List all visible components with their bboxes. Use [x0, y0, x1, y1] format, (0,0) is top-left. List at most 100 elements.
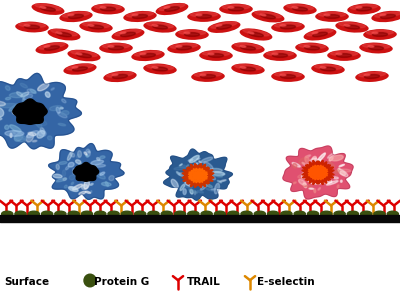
Ellipse shape [359, 43, 393, 53]
Ellipse shape [190, 12, 218, 17]
Ellipse shape [339, 22, 365, 28]
Ellipse shape [197, 158, 200, 160]
Ellipse shape [281, 211, 292, 217]
Ellipse shape [271, 22, 305, 32]
Ellipse shape [272, 54, 288, 57]
Ellipse shape [220, 180, 226, 182]
Ellipse shape [69, 186, 77, 189]
Ellipse shape [293, 182, 296, 184]
Ellipse shape [59, 161, 67, 164]
Ellipse shape [68, 14, 74, 16]
Ellipse shape [351, 5, 377, 10]
Ellipse shape [208, 21, 240, 33]
Ellipse shape [199, 161, 202, 163]
Ellipse shape [317, 167, 320, 169]
Ellipse shape [368, 46, 374, 47]
Ellipse shape [80, 167, 83, 170]
Ellipse shape [194, 163, 198, 166]
Ellipse shape [337, 185, 339, 188]
Ellipse shape [292, 7, 298, 8]
Ellipse shape [302, 172, 307, 178]
Ellipse shape [334, 170, 340, 173]
Polygon shape [188, 168, 208, 183]
Ellipse shape [280, 75, 296, 78]
Ellipse shape [188, 159, 193, 161]
Ellipse shape [361, 211, 372, 217]
Ellipse shape [78, 151, 82, 158]
Ellipse shape [204, 162, 213, 170]
Ellipse shape [338, 169, 348, 177]
Ellipse shape [192, 171, 194, 176]
Ellipse shape [347, 211, 358, 217]
Ellipse shape [211, 22, 237, 28]
Ellipse shape [380, 14, 386, 16]
Ellipse shape [56, 107, 60, 113]
Ellipse shape [91, 160, 104, 165]
Ellipse shape [307, 29, 333, 36]
Ellipse shape [200, 75, 216, 78]
Ellipse shape [189, 168, 200, 173]
Ellipse shape [38, 130, 46, 136]
Ellipse shape [183, 185, 192, 188]
Ellipse shape [216, 24, 222, 26]
Ellipse shape [123, 11, 157, 22]
Ellipse shape [308, 211, 319, 217]
Ellipse shape [280, 74, 286, 76]
Ellipse shape [206, 184, 212, 188]
Ellipse shape [356, 7, 372, 11]
Ellipse shape [86, 149, 90, 157]
Ellipse shape [40, 7, 46, 8]
Ellipse shape [335, 21, 369, 33]
Ellipse shape [372, 33, 388, 36]
Ellipse shape [58, 123, 66, 126]
Ellipse shape [121, 211, 132, 217]
Ellipse shape [194, 191, 196, 195]
Ellipse shape [255, 11, 281, 18]
Ellipse shape [196, 14, 202, 16]
Ellipse shape [248, 32, 254, 34]
Ellipse shape [32, 3, 64, 15]
Ellipse shape [28, 110, 38, 121]
Ellipse shape [240, 46, 246, 47]
Ellipse shape [56, 178, 67, 182]
Ellipse shape [222, 5, 250, 9]
Ellipse shape [363, 29, 397, 40]
Polygon shape [182, 164, 214, 187]
Ellipse shape [328, 152, 337, 158]
Ellipse shape [171, 44, 197, 48]
Ellipse shape [368, 46, 384, 50]
Ellipse shape [176, 172, 180, 175]
Ellipse shape [190, 189, 193, 194]
Ellipse shape [317, 153, 326, 162]
Ellipse shape [5, 130, 24, 136]
Ellipse shape [20, 107, 33, 112]
Ellipse shape [324, 15, 340, 18]
Text: Protein G: Protein G [94, 277, 150, 287]
Ellipse shape [135, 51, 161, 56]
Ellipse shape [100, 7, 106, 8]
Ellipse shape [84, 152, 87, 155]
Ellipse shape [140, 53, 156, 58]
Ellipse shape [131, 50, 165, 61]
Ellipse shape [90, 183, 93, 185]
Ellipse shape [109, 176, 114, 181]
Ellipse shape [340, 180, 342, 182]
Ellipse shape [147, 65, 173, 70]
Ellipse shape [13, 130, 15, 134]
Ellipse shape [60, 107, 63, 109]
Ellipse shape [159, 4, 185, 11]
Ellipse shape [328, 161, 334, 167]
Ellipse shape [176, 46, 192, 50]
Ellipse shape [228, 211, 239, 217]
Polygon shape [13, 99, 47, 124]
Ellipse shape [310, 165, 312, 169]
Ellipse shape [241, 211, 252, 217]
Ellipse shape [240, 46, 256, 50]
Ellipse shape [71, 51, 97, 56]
Ellipse shape [88, 172, 94, 174]
Ellipse shape [214, 211, 226, 217]
Ellipse shape [299, 158, 306, 164]
Ellipse shape [308, 180, 312, 182]
Ellipse shape [200, 178, 204, 185]
Ellipse shape [212, 172, 225, 175]
